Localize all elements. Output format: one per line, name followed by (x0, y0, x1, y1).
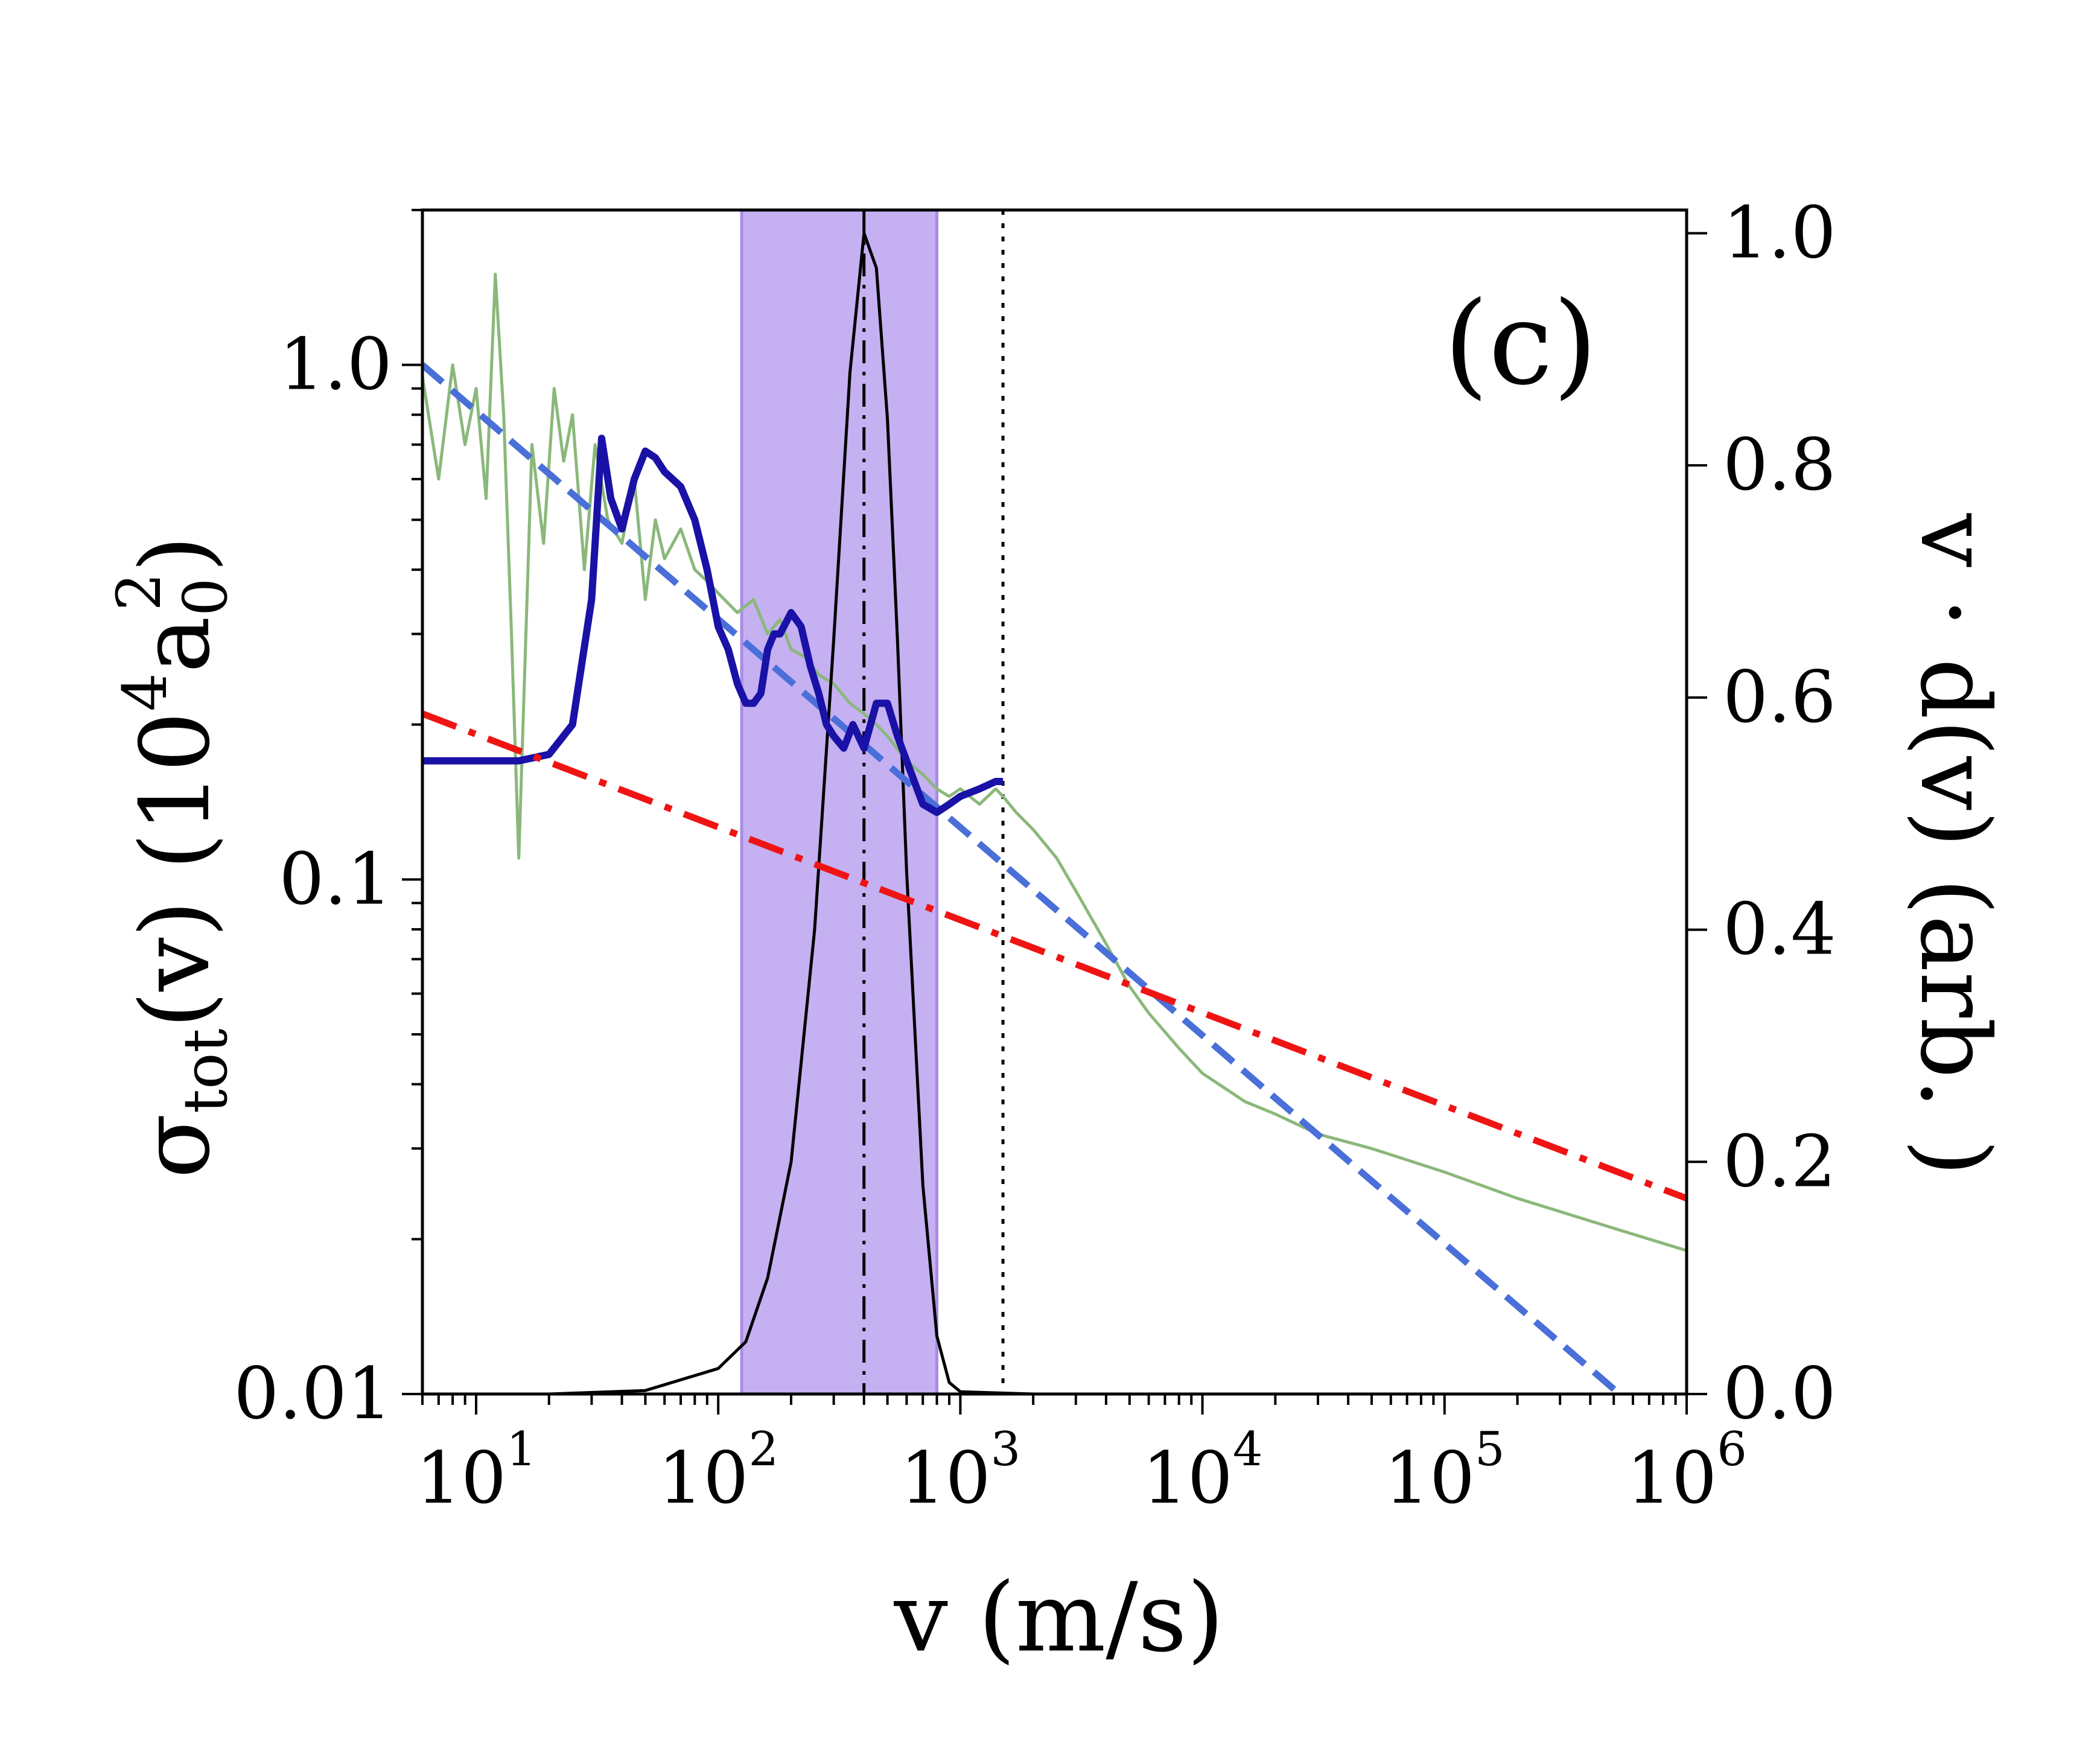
x-tick-label: 104 (1142, 1422, 1263, 1520)
series-2-line (422, 362, 1625, 1394)
y-axis-left-title: σtot(v) (104a02) (104, 535, 241, 1179)
y-right-tick-label: 0.0 (1723, 1352, 1836, 1435)
x-tick-label: 101 (416, 1422, 536, 1520)
y-right-tick-label: 0.4 (1723, 888, 1836, 971)
series-3-line (422, 710, 1687, 1202)
x-tick-label: 105 (1384, 1422, 1505, 1520)
x-axis-title: v (m/s) (894, 1562, 1224, 1673)
x-tick-label: 103 (900, 1422, 1021, 1520)
x-tick-label: 102 (658, 1422, 778, 1520)
shaded-band (740, 210, 939, 1394)
series-0-line (422, 273, 1687, 1252)
axes: 101 102 103 104 105 106 1.0 0.1 0.01 1.0 0.8 0.6 0.4… (234, 191, 1836, 1520)
y-axis-right-title: v · d(v) (arb. ) (1899, 513, 2010, 1176)
y-right-tick-label: 0.6 (1723, 655, 1836, 739)
y-right-tick-label: 0.8 (1723, 423, 1836, 506)
panel-label: (c) (1444, 277, 1598, 410)
plot-area (422, 210, 1687, 1394)
y-left-tick-label: 0.1 (279, 837, 392, 920)
y-right-tick-label: 0.2 (1723, 1119, 1836, 1203)
series-4-line (422, 232, 1687, 1394)
y-left-tick-label: 1.0 (279, 323, 392, 406)
series-1-line (422, 434, 1004, 816)
x-tick-label: 106 (1626, 1422, 1747, 1520)
y-left-tick-label: 0.01 (234, 1352, 392, 1435)
axes-frame (421, 208, 1688, 1396)
y-right-tick-label: 1.0 (1723, 191, 1836, 274)
